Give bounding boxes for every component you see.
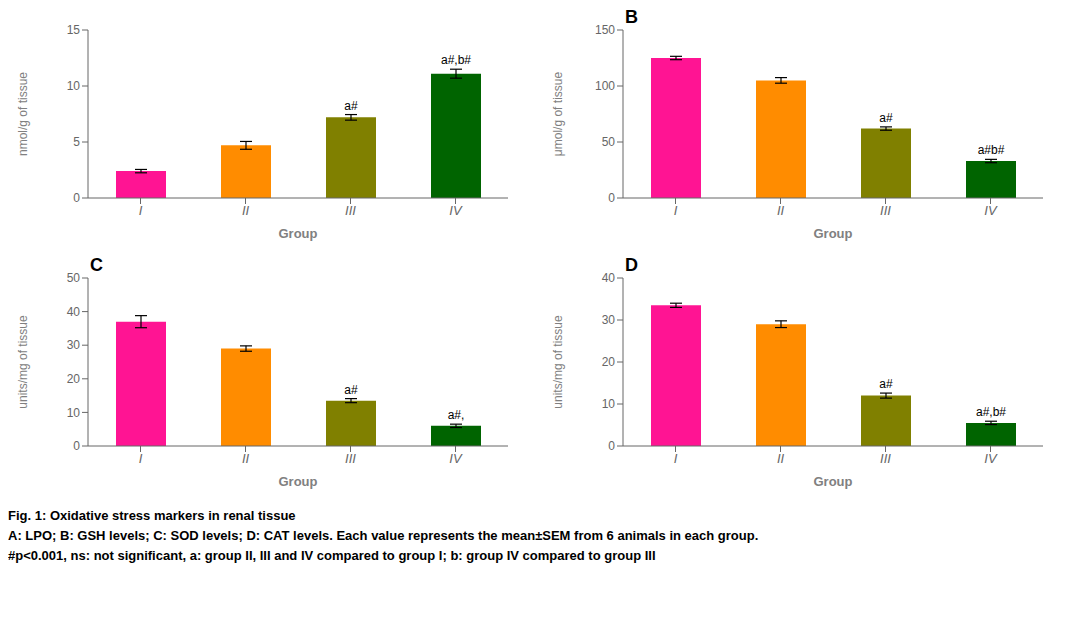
svg-text:a#: a#	[879, 111, 893, 125]
svg-text:III: III	[345, 451, 356, 466]
svg-text:30: 30	[602, 313, 616, 327]
svg-text:I: I	[139, 203, 143, 218]
svg-text:IV: IV	[449, 203, 463, 218]
svg-text:II: II	[777, 451, 785, 466]
svg-text:30: 30	[67, 338, 81, 352]
svg-text:10: 10	[67, 406, 81, 420]
svg-text:10: 10	[602, 397, 616, 411]
svg-text:I: I	[674, 203, 678, 218]
svg-text:20: 20	[602, 355, 616, 369]
svg-text:III: III	[880, 451, 891, 466]
svg-text:II: II	[242, 451, 250, 466]
svg-text:II: II	[777, 203, 785, 218]
svg-text:III: III	[880, 203, 891, 218]
svg-text:a#,b#: a#,b#	[441, 53, 471, 67]
svg-text:a#,: a#,	[448, 408, 465, 422]
svg-text:I: I	[674, 451, 678, 466]
svg-text:Group: Group	[279, 474, 318, 489]
svg-text:Group: Group	[814, 474, 853, 489]
svg-text:15: 15	[67, 23, 81, 37]
svg-text:μmol/g of tissue: μmol/g of tissue	[551, 72, 565, 157]
svg-text:Group: Group	[814, 226, 853, 241]
svg-text:150: 150	[595, 23, 615, 37]
svg-text:IV: IV	[984, 451, 998, 466]
svg-text:IV: IV	[449, 451, 463, 466]
svg-text:0: 0	[608, 191, 615, 205]
svg-text:a#: a#	[344, 383, 358, 397]
svg-text:0: 0	[73, 191, 80, 205]
svg-text:40: 40	[602, 271, 616, 285]
html-text:C: C	[90, 255, 103, 275]
svg-text:20: 20	[67, 372, 81, 386]
svg-text:100: 100	[595, 79, 615, 93]
svg-text:II: II	[242, 203, 250, 218]
html-text:B: B	[625, 7, 638, 27]
svg-text:units/mg of tissue: units/mg of tissue	[16, 315, 30, 409]
svg-text:a#: a#	[879, 377, 893, 391]
svg-text:5: 5	[73, 135, 80, 149]
svg-text:a#b#: a#b#	[978, 143, 1005, 157]
svg-text:nmol/g of tissue: nmol/g of tissue	[16, 72, 30, 156]
svg-text:III: III	[345, 203, 356, 218]
svg-text:0: 0	[608, 439, 615, 453]
svg-text:units/mg of tissue: units/mg of tissue	[551, 315, 565, 409]
svg-text:a#: a#	[344, 99, 358, 113]
svg-text:0: 0	[73, 439, 80, 453]
svg-text:a#,b#: a#,b#	[976, 405, 1006, 419]
svg-text:50: 50	[67, 271, 81, 285]
svg-text:Group: Group	[279, 226, 318, 241]
svg-text:I: I	[139, 451, 143, 466]
svg-text:40: 40	[67, 305, 81, 319]
html-text:Fig. 1: Oxidative stress marke: Fig. 1: Oxidative stress markers in rena…	[8, 508, 296, 523]
svg-text:50: 50	[602, 135, 616, 149]
html-text:#p<0.001, ns: not significant,: #p<0.001, ns: not significant, a: group …	[8, 548, 656, 563]
svg-text:IV: IV	[984, 203, 998, 218]
html-text:D: D	[625, 255, 638, 275]
html-text:A: LPO; B: GSH levels; C: SOD: A: LPO; B: GSH levels; C: SOD levels; D:…	[8, 528, 759, 543]
svg-text:10: 10	[67, 79, 81, 93]
